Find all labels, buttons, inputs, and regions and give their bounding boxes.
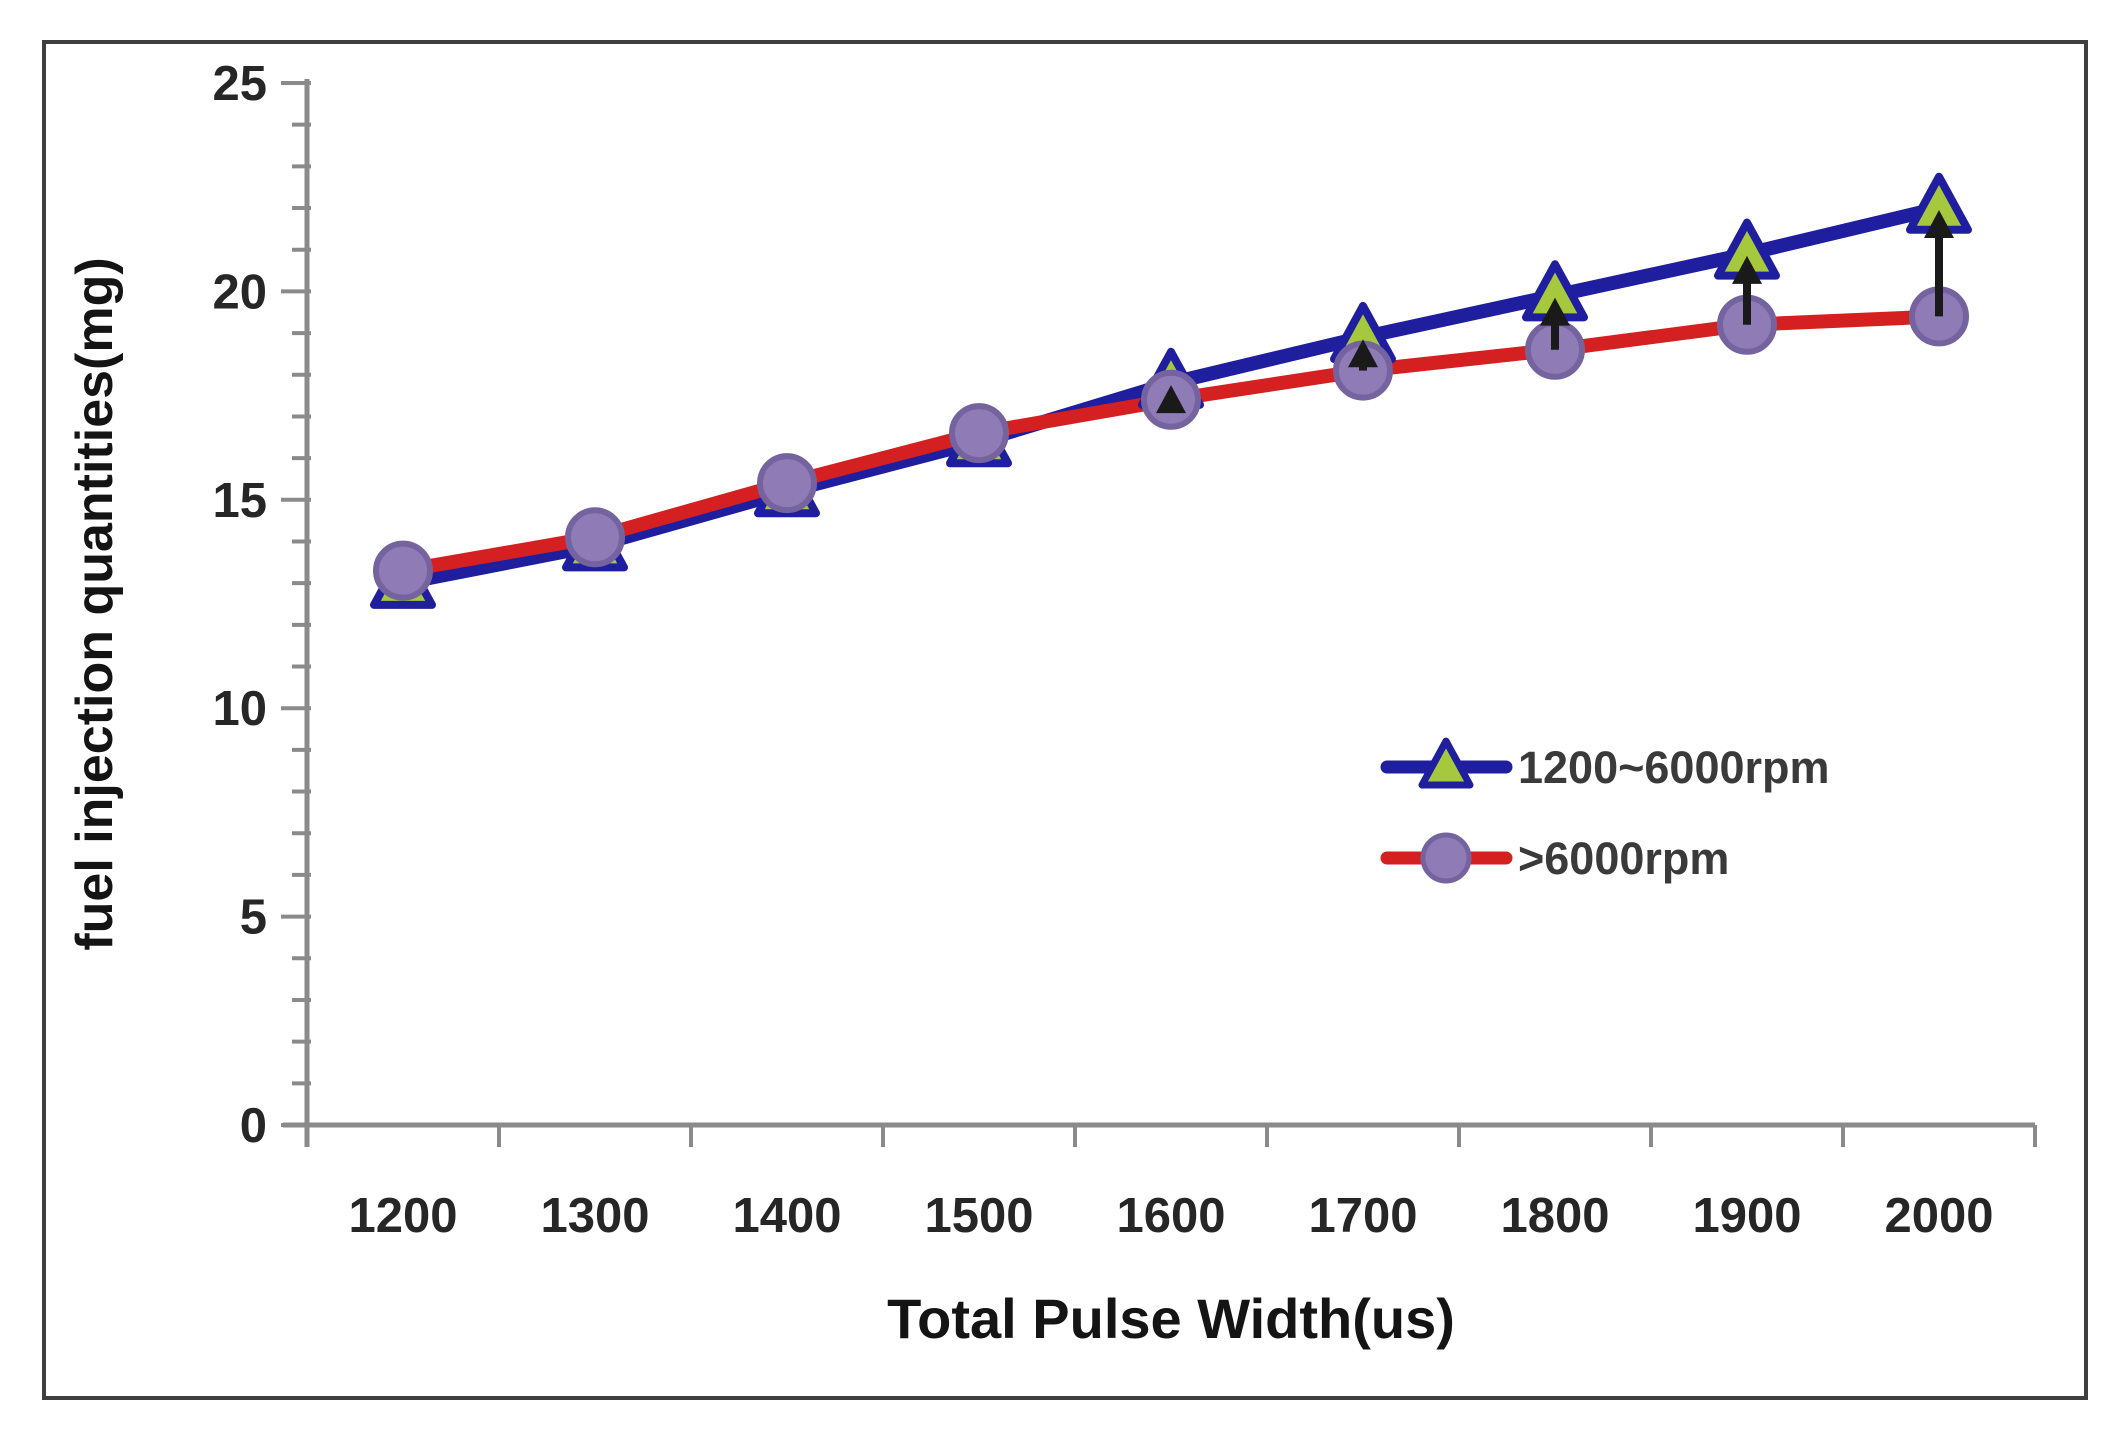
x-axis-title: Total Pulse Width(us) [887,1287,1455,1350]
x-tick-label: 2000 [1884,1189,1993,1243]
y-tick-label: 25 [212,57,267,111]
legend-triangle-marker [1418,737,1474,789]
circle-marker [949,403,1009,464]
legend-label: 1200~6000rpm [1518,742,1830,793]
arrow-head [1156,385,1186,414]
x-tick-label: 1600 [1116,1189,1225,1243]
legend-circle-marker [1420,832,1472,884]
arrow-head [1732,255,1762,284]
y-tick-label: 5 [240,891,267,945]
x-tick-label: 1700 [1308,1189,1417,1243]
circle-marker [757,453,817,514]
x-tick-label: 1200 [348,1189,457,1243]
y-tick-label: 20 [212,265,267,319]
axes-group: 0 5 10 15 20 25 1200 1300 1400 1500 1600 1700 1800 19… [212,57,2037,1243]
legend-label: >6000rpm [1518,833,1729,884]
y-axis-title: fuel injection quantities(mg) [66,257,124,950]
y-tick-label: 15 [212,474,267,528]
y-tick-label: 0 [240,1099,267,1153]
x-tick-label: 1800 [1500,1189,1609,1243]
arrow-head [1924,210,1954,239]
arrow-annotations-group [1156,210,1954,414]
arrow-head [1348,339,1378,368]
circle-marker [373,540,433,601]
circle-marker [565,507,625,568]
arrow-head [1540,297,1570,326]
x-tick-label: 1300 [540,1189,649,1243]
y-tick-label: 10 [212,682,267,736]
x-tick-label: 1400 [732,1189,841,1243]
figure-border [42,40,2088,1400]
x-tick-label: 1500 [924,1189,1033,1243]
x-tick-label: 1900 [1692,1189,1801,1243]
legend-group: 1200~6000rpm >6000rpm [1380,737,1830,884]
